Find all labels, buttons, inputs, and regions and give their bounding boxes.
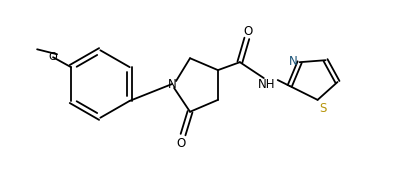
- Text: N: N: [289, 55, 298, 68]
- Text: S: S: [320, 102, 327, 115]
- Text: O: O: [243, 25, 253, 38]
- Text: O: O: [176, 137, 186, 150]
- Text: O: O: [49, 52, 57, 62]
- Text: NH: NH: [258, 78, 275, 91]
- Text: N: N: [168, 78, 176, 91]
